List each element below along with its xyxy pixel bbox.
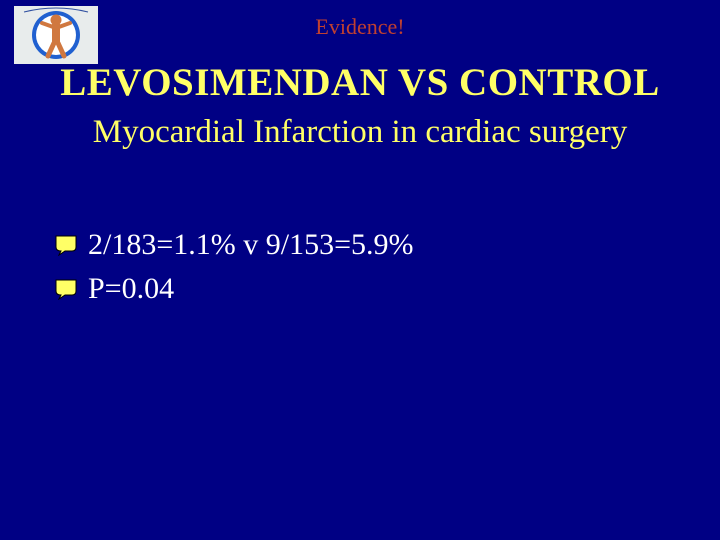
bullet-text: P=0.04 — [88, 272, 174, 306]
slide-subtitle: Myocardial Infarction in cardiac surgery — [0, 114, 720, 151]
header-label: Evidence! — [0, 14, 720, 40]
bullet-item: 2/183=1.1% v 9/153=5.9% — [54, 228, 414, 262]
bullet-icon — [54, 278, 78, 300]
bullet-item: P=0.04 — [54, 272, 414, 306]
bullet-text: 2/183=1.1% v 9/153=5.9% — [88, 228, 414, 262]
slide-title: LEVOSIMENDAN VS CONTROL — [0, 60, 720, 105]
bullet-icon — [54, 234, 78, 256]
bullet-list: 2/183=1.1% v 9/153=5.9% P=0.04 — [54, 228, 414, 316]
